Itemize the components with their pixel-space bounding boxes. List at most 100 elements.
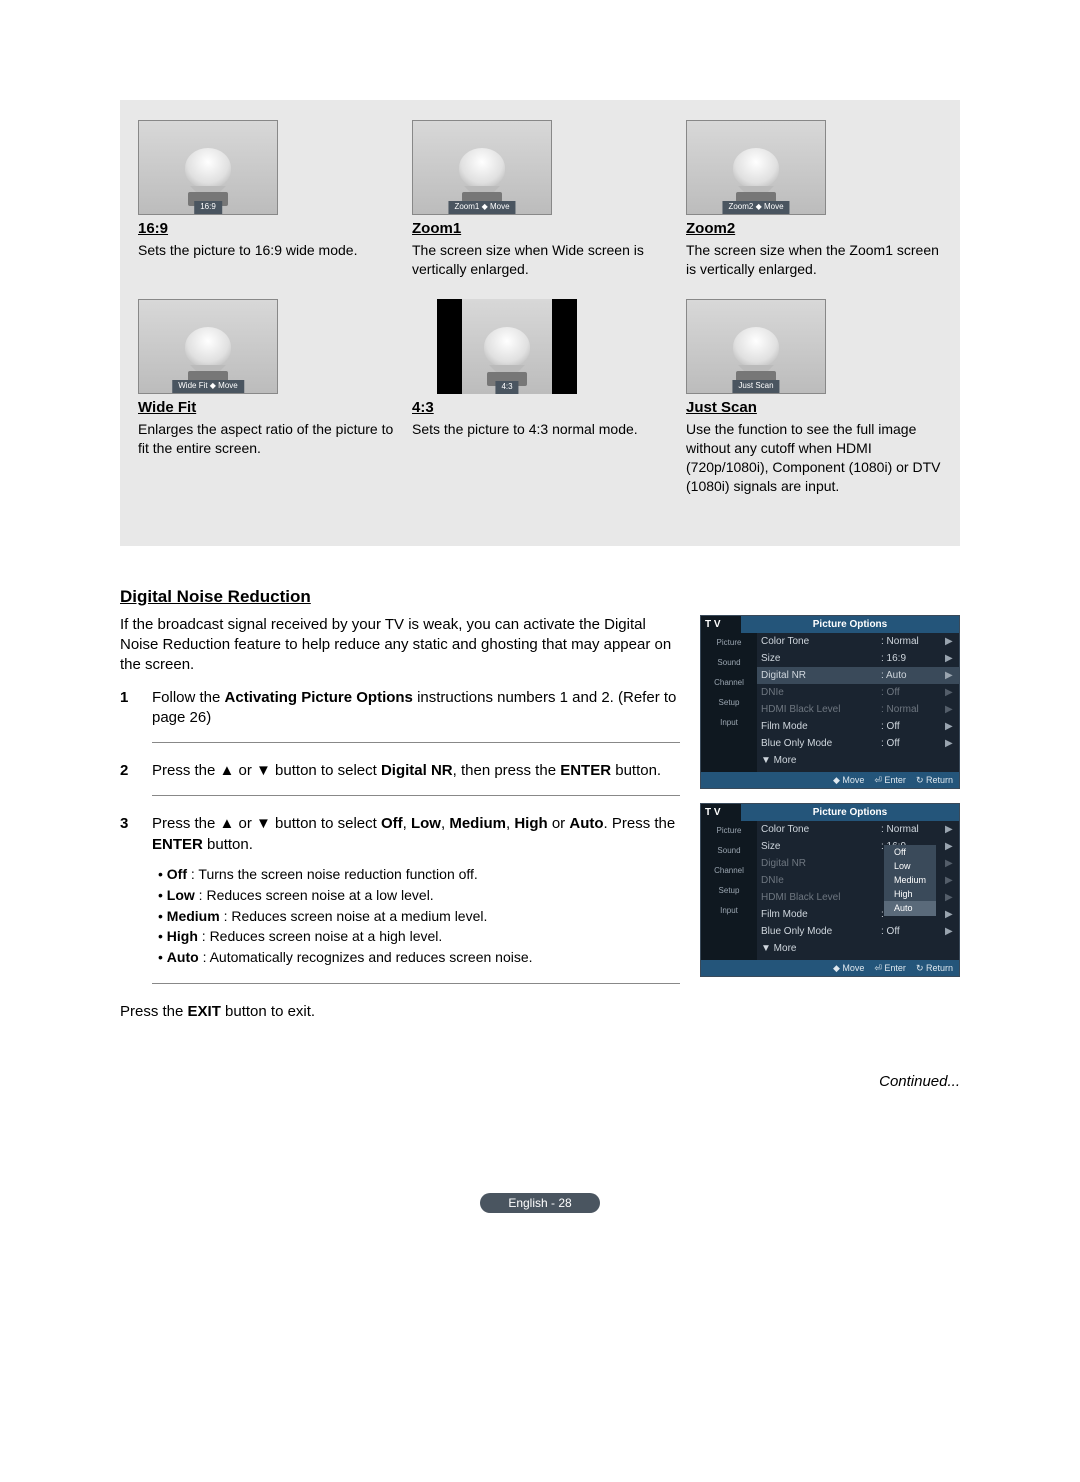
osd-row-label: Color Tone [761, 823, 881, 837]
size-mode-title: Zoom2 [686, 219, 942, 239]
size-modes-panel: 16:916:9Sets the picture to 16:9 wide mo… [120, 100, 960, 546]
dropdown-option[interactable]: Off [884, 845, 936, 859]
osd-row-value: : Off [881, 720, 945, 734]
chevron-right-icon: ▶ [945, 737, 955, 751]
osd-nav-item[interactable]: Channel [701, 861, 757, 881]
osd-row-label: Size [761, 840, 881, 854]
size-mode-title: Zoom1 [412, 219, 668, 239]
thumb-caption-bar: Wide Fit ◆ Move [172, 380, 244, 393]
instruction-step: 2 Press the ▲ or ▼ button to select Digit… [120, 761, 680, 796]
osd-row-label: Digital NR [761, 857, 881, 871]
osd-menu-row[interactable]: Blue Only Mode: Off▶ [757, 923, 959, 940]
osd-menu-row[interactable]: Color Tone: Normal▶ [757, 821, 959, 838]
size-mode-desc: The screen size when Wide screen is vert… [412, 241, 668, 279]
bullet-list: • Off : Turns the screen noise reduction… [152, 865, 680, 967]
instruction-step: 3Press the ▲ or ▼ button to select Off, … [120, 814, 680, 984]
dropdown-option[interactable]: Medium [884, 873, 936, 887]
chevron-right-icon: ▶ [945, 908, 955, 922]
chevron-right-icon: ▶ [945, 686, 955, 700]
osd-row-value: : Off [881, 925, 945, 939]
digital-nr-dropdown[interactable]: OffLowMediumHighAuto [884, 845, 936, 916]
size-mode-thumb: 16:9 [138, 120, 278, 215]
osd-menu-row[interactable]: Color Tone: Normal▶ [757, 633, 959, 650]
osd-menu-row[interactable]: Digital NR: Auto▶ [757, 667, 959, 684]
osd-menu-row[interactable]: HDMI Black Level: Normal▶ [757, 701, 959, 718]
chevron-right-icon: ▶ [945, 669, 955, 683]
osd-row-label: Blue Only Mode [761, 737, 881, 751]
osd-menu-row[interactable]: DNIe: Off▶ [757, 684, 959, 701]
osd-more[interactable]: ▼ More [757, 940, 959, 960]
osd-row-value: : Normal [881, 635, 945, 649]
osd-menu-1: T VPicture OptionsPictureSoundChannelSet… [700, 615, 960, 789]
chevron-right-icon: ▶ [945, 720, 955, 734]
step-body: Press the ▲ or ▼ button to select Digita… [152, 761, 680, 796]
thumb-caption-bar: 16:9 [194, 201, 222, 214]
main-text: If the broadcast signal received by your… [120, 615, 680, 1023]
osd-title: Picture Options [741, 804, 959, 822]
osd-menu-row[interactable]: Film Mode: Off▶ [757, 718, 959, 735]
osd-more[interactable]: ▼ More [757, 752, 959, 772]
size-mode-cell: Zoom1 ◆ Move Zoom1The screen size when Wi… [412, 120, 668, 279]
chevron-right-icon: ▶ [945, 823, 955, 837]
bullet-item: • Medium : Reduces screen noise at a med… [158, 907, 680, 926]
bullet-item: • Low : Reduces screen noise at a low le… [158, 886, 680, 905]
size-mode-desc: Enlarges the aspect ratio of the picture… [138, 420, 394, 458]
osd-nav-item[interactable]: Channel [701, 673, 757, 693]
size-mode-cell: Just ScanJust ScanUse the function to se… [686, 299, 942, 496]
osd-row-label: Color Tone [761, 635, 881, 649]
size-mode-cell: 16:916:9Sets the picture to 16:9 wide mo… [138, 120, 394, 279]
step-body: Follow the Activating Picture Options in… [152, 688, 680, 744]
size-mode-title: Just Scan [686, 398, 942, 418]
size-mode-thumb: Zoom1 ◆ Move [412, 120, 552, 215]
size-mode-thumb: Wide Fit ◆ Move [138, 299, 278, 394]
osd-nav-item[interactable]: Picture [701, 821, 757, 841]
osd-row-label: Film Mode [761, 908, 881, 922]
section-intro: If the broadcast signal received by your… [120, 615, 680, 676]
size-mode-thumb: Zoom2 ◆ Move [686, 120, 826, 215]
chevron-right-icon: ▶ [945, 840, 955, 854]
bullet-item: • Auto : Automatically recognizes and re… [158, 948, 680, 967]
osd-row-label: HDMI Black Level [761, 891, 881, 905]
osd-row-value: : 16:9 [881, 652, 945, 666]
osd-row-label: Film Mode [761, 720, 881, 734]
osd-menu-row[interactable]: Blue Only Mode: Off▶ [757, 735, 959, 752]
size-mode-desc: Sets the picture to 4:3 normal mode. [412, 420, 668, 439]
osd-footer: ◆ Move⏎ Enter↻ Return [701, 960, 959, 976]
osd-footer: ◆ Move⏎ Enter↻ Return [701, 772, 959, 788]
size-mode-desc: Sets the picture to 16:9 wide mode. [138, 241, 394, 260]
size-mode-title: Wide Fit [138, 398, 394, 418]
osd-nav-item[interactable]: Setup [701, 881, 757, 901]
osd-nav-item[interactable]: Sound [701, 841, 757, 861]
osd-row-label: HDMI Black Level [761, 703, 881, 717]
size-mode-desc: Use the function to see the full image w… [686, 420, 942, 496]
osd-nav-item[interactable]: Picture [701, 633, 757, 653]
chevron-right-icon: ▶ [945, 925, 955, 939]
dropdown-option[interactable]: High [884, 887, 936, 901]
osd-row-label: Blue Only Mode [761, 925, 881, 939]
osd-row-value: : Normal [881, 703, 945, 717]
step-number: 2 [120, 761, 136, 796]
osd-nav-item[interactable]: Input [701, 901, 757, 921]
osd-nav-item[interactable]: Setup [701, 693, 757, 713]
chevron-right-icon: ▶ [945, 874, 955, 888]
thumb-caption-bar: Just Scan [732, 380, 779, 393]
step-body: Press the ▲ or ▼ button to select Off, L… [152, 814, 680, 984]
osd-row-label: DNIe [761, 686, 881, 700]
osd-menu-row[interactable]: Size: 16:9▶ [757, 650, 959, 667]
continued-label: Continued... [120, 1072, 960, 1092]
chevron-right-icon: ▶ [945, 857, 955, 871]
chevron-right-icon: ▶ [945, 652, 955, 666]
step-number: 3 [120, 814, 136, 984]
dropdown-option[interactable]: Low [884, 859, 936, 873]
step-number: 1 [120, 688, 136, 744]
size-mode-cell: Zoom2 ◆ MoveZoom2The screen size when th… [686, 120, 942, 279]
osd-nav-item[interactable]: Sound [701, 653, 757, 673]
thumb-caption-bar: 4:3 [495, 381, 518, 394]
osd-row-value: : Auto [881, 669, 945, 683]
instruction-step: 1 Follow the Activating Picture Options i… [120, 688, 680, 744]
size-mode-title: 4:3 [412, 398, 668, 418]
osd-title: Picture Options [741, 616, 959, 634]
osd-tv-label: T V [701, 616, 741, 634]
dropdown-option[interactable]: Auto [884, 901, 936, 915]
osd-nav-item[interactable]: Input [701, 713, 757, 733]
